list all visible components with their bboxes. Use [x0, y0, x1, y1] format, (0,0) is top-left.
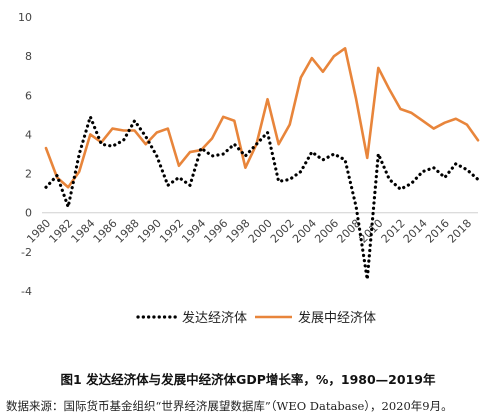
chart: -4 -2 0 2 4 6 8 10 1980198219841986198819901992…: [18, 11, 480, 326]
data-source-note: 数据来源：国际货币基金组织“世界经济展望数据库”（WEO Database），2…: [6, 399, 453, 413]
x-tick-label: 1984: [69, 217, 98, 246]
y-tick-label: 10: [18, 11, 32, 24]
x-tick-label: 2002: [268, 217, 297, 246]
x-tick-label: 1998: [224, 217, 253, 246]
y-tick-label: 8: [25, 50, 32, 63]
y-tick-label: 2: [25, 168, 32, 181]
x-tick-label: 1994: [179, 217, 208, 246]
x-tick-label: 2008: [334, 217, 363, 246]
x-tick-label: 1982: [46, 217, 75, 246]
x-tick-label: 1990: [135, 217, 164, 246]
x-tick-label: 2000: [246, 217, 275, 246]
x-tick-label: 2014: [401, 217, 430, 246]
y-tick-label: 4: [25, 128, 32, 141]
y-tick-label: 6: [25, 89, 32, 102]
y-tick-label: 0: [25, 207, 32, 220]
x-tick-label: 2016: [423, 217, 452, 246]
x-axis-tick-labels: 1980198219841986198819901992199419961998…: [24, 217, 474, 246]
x-tick-label: 1992: [157, 217, 186, 246]
x-tick-label: 2012: [379, 217, 408, 246]
x-tick-label: 2006: [312, 217, 341, 246]
x-tick-label: 2004: [290, 217, 319, 246]
legend: 发达经济体 发展中经济体: [136, 310, 376, 326]
x-tick-label: 1980: [24, 217, 53, 246]
y-tick-label: -4: [21, 285, 32, 298]
x-tick-label: 2018: [445, 217, 474, 246]
y-axis-tick-labels: -4 -2 0 2 4 6 8 10: [18, 11, 32, 298]
x-tick-label: 1996: [201, 217, 230, 246]
y-tick-label: -2: [21, 246, 32, 259]
legend-label: 发达经济体: [182, 310, 247, 326]
series-layer: [44, 47, 480, 281]
x-tick-label: 1988: [113, 217, 142, 246]
x-tick-label: 1986: [91, 217, 120, 246]
legend-label: 发展中经济体: [298, 310, 376, 326]
chart-caption: 图1 发达经济体与发展中经济体GDP增长率，%，1980—2019年: [60, 372, 436, 387]
series-line-advanced-economies: [44, 115, 480, 281]
series-line-developing-economies: [44, 47, 480, 189]
